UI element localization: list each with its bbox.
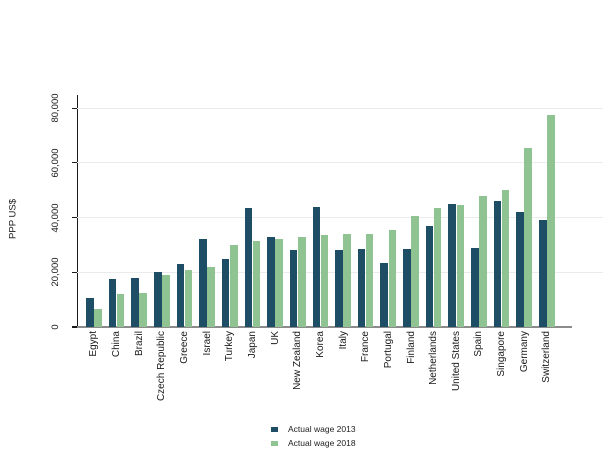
- y-tick: [71, 217, 77, 219]
- bar-2013-united-states: [448, 203, 456, 327]
- x-label-netherlands: Netherlands: [428, 331, 440, 385]
- bar-2018-portugal: [388, 229, 397, 327]
- bar-2018-korea: [320, 235, 329, 327]
- bar-2018-uk: [275, 239, 283, 327]
- y-tick: [71, 162, 77, 164]
- legend: Actual wage 2013 Actual wage 2018: [271, 424, 356, 449]
- bar-2013-uk: [267, 236, 275, 327]
- bar-2018-france: [365, 234, 374, 327]
- bar-2018-israel: [207, 266, 215, 327]
- gridline-60,000: [77, 162, 603, 164]
- x-label-china: China: [111, 331, 123, 358]
- x-label-egypt: Egypt: [88, 331, 100, 357]
- bar-2018-japan: [252, 240, 261, 327]
- bar-2013-czech-republic: [153, 272, 162, 327]
- x-label-czech-republic: Czech Republic: [156, 331, 168, 402]
- bar-2018-greece: [184, 269, 193, 327]
- bar-2013-china: [108, 279, 117, 327]
- y-tick-label: 60,000: [50, 148, 61, 178]
- gridline-40,000: [77, 217, 603, 219]
- bar-2018-germany: [524, 147, 533, 327]
- x-label-greece: Greece: [179, 331, 190, 364]
- x-label-uk: UK: [269, 331, 281, 345]
- bar-2013-finland: [403, 249, 411, 327]
- y-tick: [71, 271, 77, 273]
- x-label-brazil: Brazil: [133, 331, 145, 357]
- bar-2018-singapore: [501, 190, 510, 327]
- bar-2013-france: [357, 249, 366, 327]
- bar-2018-spain: [479, 195, 487, 327]
- legend-item-2013: Actual wage 2013: [271, 424, 356, 435]
- x-label-united-states: United States: [450, 331, 462, 392]
- bar-2018-czech-republic: [162, 275, 170, 327]
- bar-2013-portugal: [380, 262, 389, 327]
- legend-item-2018: Actual wage 2018: [271, 438, 356, 449]
- x-label-spain: Spain: [473, 331, 485, 357]
- x-axis-line: [77, 326, 572, 328]
- x-label-switzerland: Switzerland: [541, 331, 553, 383]
- bar-2018-brazil: [139, 292, 147, 327]
- x-label-new-zealand: New Zealand: [292, 331, 304, 390]
- legend-label-2013: Actual wage 2013: [288, 424, 356, 434]
- legend-marker-2018: [271, 441, 278, 446]
- gridline-80,000: [77, 107, 603, 109]
- bar-2013-italy: [335, 250, 343, 327]
- bar-2013-egypt: [86, 298, 94, 327]
- bar-2013-singapore: [493, 201, 502, 327]
- bar-2013-netherlands: [425, 225, 434, 327]
- bar-2018-italy: [343, 234, 351, 327]
- x-label-korea: Korea: [314, 331, 326, 358]
- bar-2018-switzerland: [547, 115, 555, 327]
- bar-2013-japan: [244, 208, 253, 327]
- bar-2018-egypt: [94, 309, 102, 327]
- bar-2013-turkey: [221, 258, 230, 327]
- legend-label-2018: Actual wage 2018: [288, 438, 356, 448]
- y-tick-label: 80,000: [50, 93, 61, 123]
- y-tick-label: 0: [50, 324, 61, 330]
- x-label-italy: Italy: [337, 331, 349, 350]
- bar-2018-netherlands: [433, 208, 442, 327]
- y-tick: [71, 326, 77, 328]
- bar-2018-new-zealand: [297, 236, 306, 327]
- bar-2013-brazil: [131, 277, 139, 327]
- x-label-portugal: Portugal: [382, 331, 394, 369]
- bar-2013-israel: [199, 239, 207, 327]
- x-label-turkey: Turkey: [224, 331, 236, 362]
- bar-2013-korea: [312, 206, 321, 327]
- bar-2018-finland: [411, 216, 419, 327]
- y-tick-label: 40,000: [50, 203, 61, 233]
- y-axis-title: PPP US$: [7, 199, 19, 239]
- bar-2013-spain: [471, 247, 479, 327]
- bar-2013-switzerland: [539, 220, 547, 327]
- x-label-france: France: [360, 331, 372, 363]
- x-label-japan: Japan: [246, 331, 258, 359]
- x-label-singapore: Singapore: [496, 331, 508, 377]
- x-label-finland: Finland: [405, 331, 417, 364]
- bar-2018-united-states: [456, 205, 465, 327]
- bar-2018-turkey: [230, 244, 238, 327]
- bar-2013-greece: [176, 264, 185, 327]
- bar-2013-new-zealand: [289, 250, 298, 327]
- bar-2013-germany: [516, 212, 524, 327]
- legend-marker-2013: [271, 427, 278, 432]
- y-axis-line: [76, 95, 78, 328]
- x-label-germany: Germany: [518, 331, 530, 373]
- y-tick-label: 20,000: [50, 257, 61, 287]
- x-label-israel: Israel: [201, 331, 213, 356]
- bar-2018-china: [116, 294, 125, 327]
- y-tick: [71, 107, 77, 109]
